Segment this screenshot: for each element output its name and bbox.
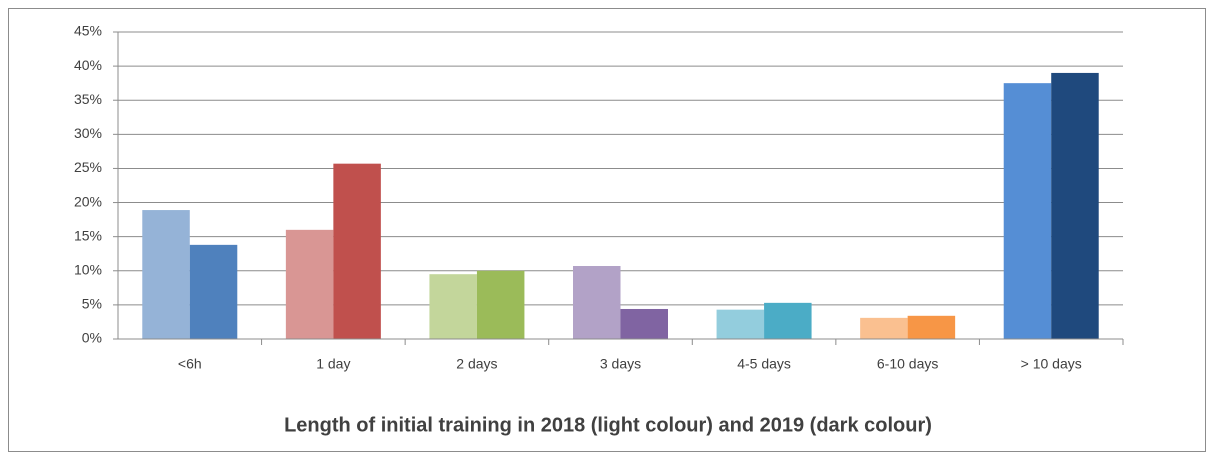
y-tick-label: 15% bbox=[74, 227, 102, 243]
bar bbox=[1003, 83, 1052, 340]
x-tick-label: 6-10 days bbox=[877, 356, 938, 372]
x-tick-label: 3 days bbox=[600, 356, 641, 372]
y-tick-label: 10% bbox=[74, 261, 102, 277]
bar bbox=[142, 210, 190, 339]
y-tick-label: 20% bbox=[74, 193, 102, 209]
bar bbox=[429, 274, 477, 339]
y-tick-label: 40% bbox=[74, 57, 102, 73]
bar bbox=[189, 244, 238, 339]
bar bbox=[620, 308, 668, 339]
bar bbox=[333, 163, 381, 339]
bar bbox=[285, 229, 334, 339]
x-tick-label: 2 days bbox=[456, 356, 497, 372]
y-tick-label: 5% bbox=[82, 296, 102, 312]
bar bbox=[476, 270, 525, 339]
y-tick-label: 35% bbox=[74, 91, 102, 107]
x-tick-label: 1 day bbox=[316, 356, 350, 372]
x-tick-label: > 10 days bbox=[1021, 356, 1082, 372]
bar bbox=[1051, 72, 1099, 339]
bar bbox=[860, 317, 908, 339]
bar bbox=[907, 315, 956, 339]
x-tick-label: <6h bbox=[178, 356, 202, 372]
y-tick-label: 30% bbox=[74, 125, 102, 141]
bar bbox=[573, 266, 621, 339]
y-tick-label: 25% bbox=[74, 159, 102, 175]
y-tick-label: 0% bbox=[82, 330, 102, 346]
chart-title: Length of initial training in 2018 (ligh… bbox=[284, 414, 932, 436]
bar bbox=[716, 309, 765, 339]
bar bbox=[764, 302, 812, 339]
x-tick-label: 4-5 days bbox=[737, 356, 791, 372]
y-tick-label: 45% bbox=[74, 23, 102, 39]
